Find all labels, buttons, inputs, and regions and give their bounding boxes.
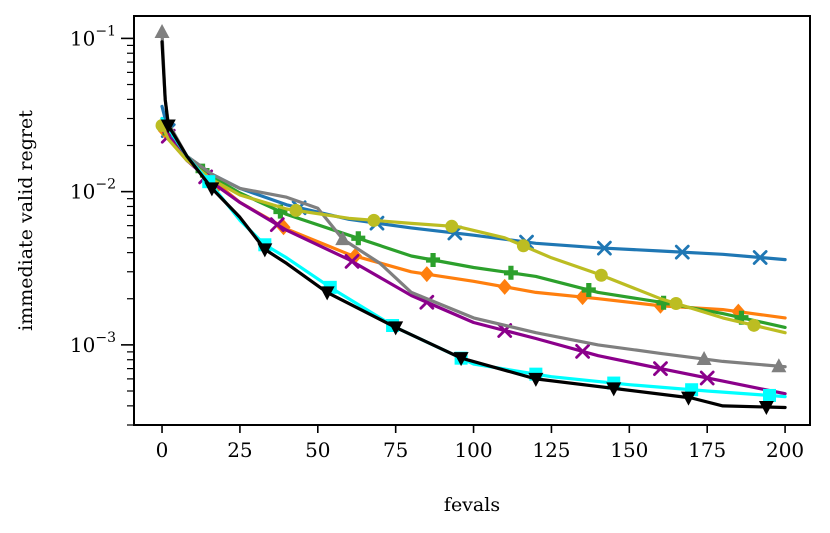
- series-marker: [257, 243, 273, 258]
- series-marker: [453, 352, 469, 367]
- series-line: [160, 119, 787, 329]
- series-marker: [367, 213, 381, 227]
- series-marker: [606, 382, 622, 397]
- series-marker: [503, 265, 518, 280]
- x-tick-label: 125: [532, 438, 570, 462]
- series-marker: [594, 268, 608, 282]
- x-axis-label: fevals: [444, 494, 500, 516]
- series-marker: [269, 217, 285, 233]
- series-marker: [696, 351, 712, 366]
- series-marker: [335, 231, 351, 246]
- x-tick-label: 200: [766, 438, 804, 462]
- series-marker: [289, 203, 303, 217]
- series-marker: [154, 24, 170, 39]
- series-line: [160, 40, 787, 410]
- series: [160, 40, 787, 416]
- x-tick-label: 175: [688, 438, 726, 462]
- series-marker: [160, 119, 176, 134]
- series-line: [160, 121, 787, 320]
- x-tick-label: 25: [227, 438, 252, 462]
- x-tick-label: 75: [383, 438, 408, 462]
- series-marker: [752, 250, 768, 265]
- series-marker: [674, 244, 690, 260]
- series-marker: [419, 266, 434, 283]
- series-marker: [758, 401, 774, 416]
- series-line: [160, 123, 787, 335]
- x-tick-label: 0: [156, 438, 169, 462]
- series-marker: [204, 182, 220, 197]
- series-layer: [154, 24, 787, 416]
- series-marker: [344, 254, 360, 269]
- series-marker: [426, 253, 441, 268]
- series-marker: [747, 318, 761, 332]
- series-marker: [596, 240, 612, 256]
- series-marker: [528, 372, 544, 387]
- x-tick-label: 100: [454, 438, 492, 462]
- series-marker: [273, 204, 288, 219]
- series-marker: [575, 344, 590, 359]
- series-marker: [771, 358, 787, 373]
- series-marker: [319, 286, 335, 301]
- y-tick-label: 10−2: [70, 177, 116, 204]
- series-marker: [681, 391, 697, 406]
- series-marker: [699, 370, 715, 386]
- series: [158, 119, 787, 329]
- x-tick-label: 150: [610, 438, 648, 462]
- x-tick-label: 50: [305, 438, 330, 462]
- series-line: [160, 116, 787, 399]
- series-marker: [734, 310, 749, 325]
- series-marker: [351, 231, 366, 246]
- series-marker: [388, 321, 404, 336]
- series: [158, 121, 787, 320]
- y-tick-label: 10−1: [70, 23, 116, 50]
- series-marker: [497, 278, 512, 295]
- y-tick-label: 10−3: [70, 330, 116, 357]
- series-line: [160, 116, 787, 396]
- series-marker: [581, 282, 596, 297]
- series: [160, 116, 787, 396]
- series: [155, 119, 787, 335]
- series-marker: [516, 239, 530, 253]
- series-marker: [575, 289, 590, 306]
- series-marker: [656, 295, 671, 310]
- series-marker: [653, 361, 668, 377]
- y-axis-label: immediate valid regret: [15, 110, 37, 331]
- series-marker: [763, 388, 777, 402]
- series-marker: [445, 219, 459, 233]
- series-marker: [669, 297, 683, 311]
- axis-ticks: 0 25 50 75 100 125 150 175 200 10−3 10−2 10−1: [70, 23, 804, 462]
- plot-frame: [133, 15, 811, 426]
- series: [160, 116, 787, 402]
